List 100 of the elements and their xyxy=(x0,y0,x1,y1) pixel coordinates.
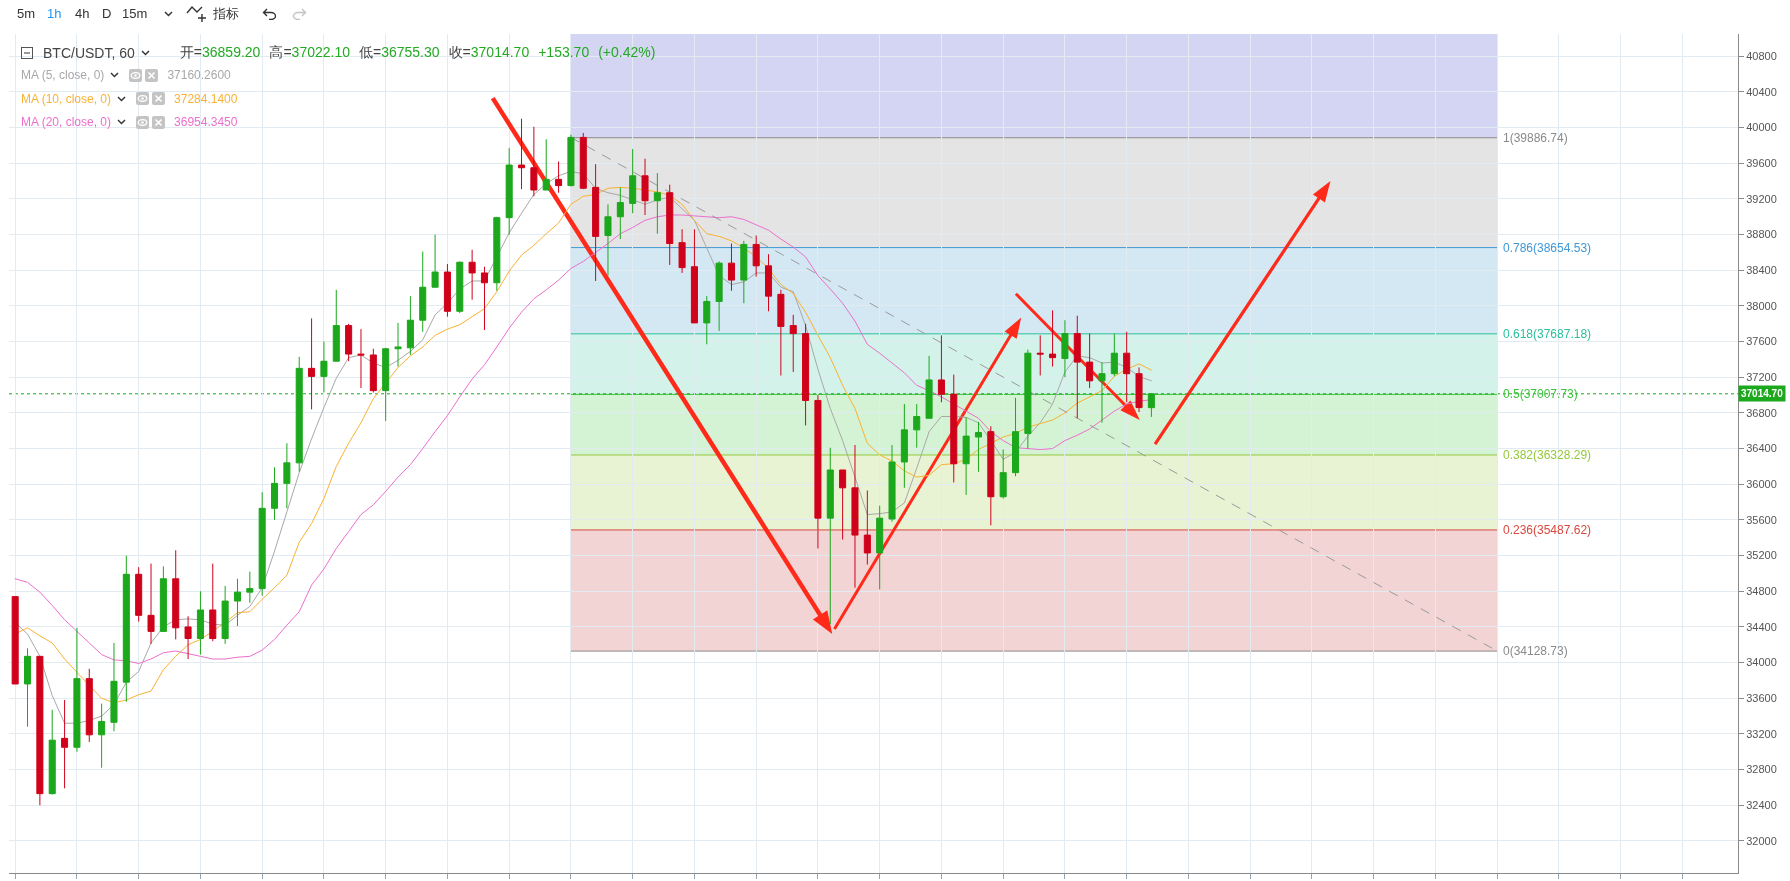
y-tick-label: 35200 xyxy=(1746,549,1777,562)
candlestick xyxy=(555,161,563,194)
candlestick xyxy=(876,505,884,590)
annotation: 37160.2600 xyxy=(167,68,231,82)
candlestick xyxy=(332,289,340,362)
candlestick xyxy=(1061,319,1069,378)
y-tick-label: 38800 xyxy=(1746,228,1777,241)
y-tick-label: 37200 xyxy=(1746,371,1777,384)
text: D xyxy=(102,6,112,22)
candlestick xyxy=(802,323,810,426)
candlestick xyxy=(11,596,19,685)
y-tick-label: 40800 xyxy=(1746,50,1777,63)
candlestick xyxy=(678,228,686,274)
candlestick xyxy=(320,341,328,393)
ref-line-label: 0.5(37007.73) xyxy=(1503,387,1578,401)
candlestick xyxy=(579,132,587,190)
ref-line-label: 0.786(38654.53) xyxy=(1503,241,1592,255)
candlestick xyxy=(258,491,266,597)
candlestick xyxy=(456,260,464,314)
ref-line-label: 0.236(35487.62) xyxy=(1503,523,1592,537)
candlestick xyxy=(209,563,217,642)
candlestick xyxy=(530,126,538,197)
y-tick-label: 36400 xyxy=(1746,442,1777,455)
candlestick xyxy=(85,668,93,743)
candlestick xyxy=(542,138,550,191)
candlestick xyxy=(1086,333,1094,389)
candlestick xyxy=(122,555,130,703)
ref-line-label: 0.382(36328.29) xyxy=(1503,448,1592,462)
annotation: 36954.3450 xyxy=(174,115,238,129)
text: MA (10, close, 0) xyxy=(21,91,112,106)
candlestick xyxy=(777,289,785,376)
y-tick-label: 32400 xyxy=(1746,799,1777,812)
candlestick xyxy=(406,295,414,356)
candlestick xyxy=(826,447,834,625)
candlestick xyxy=(727,243,735,292)
candlestick xyxy=(1110,333,1118,377)
candlestick xyxy=(604,203,612,277)
y-tick-label: 34800 xyxy=(1746,585,1777,598)
y-tick-label: 32800 xyxy=(1746,763,1777,776)
annotation: 37284.1400 xyxy=(174,91,238,106)
y-tick-label: 33600 xyxy=(1746,692,1777,705)
candlestick xyxy=(1012,397,1020,477)
candlestick xyxy=(110,642,118,732)
y-tick-label: 35600 xyxy=(1746,513,1777,526)
candlestick xyxy=(172,549,180,640)
candlestick xyxy=(98,703,106,769)
y-tick-label: 38400 xyxy=(1746,264,1777,277)
candlestick xyxy=(974,421,982,473)
y-tick-label: 40400 xyxy=(1746,85,1777,98)
y-tick-label: 38000 xyxy=(1746,299,1777,312)
text: 15m xyxy=(122,6,148,22)
y-tick-label: 39200 xyxy=(1746,192,1777,205)
candlestick xyxy=(987,425,995,526)
candlestick xyxy=(518,118,526,190)
candlestick xyxy=(752,235,760,278)
candlestick xyxy=(715,260,723,332)
candlestick xyxy=(196,590,204,656)
candlestick xyxy=(789,314,797,373)
candlestick xyxy=(73,627,81,753)
candlestick xyxy=(419,251,427,333)
text: 4h xyxy=(75,6,90,22)
ref-line-label: 37014.70 xyxy=(1741,388,1784,399)
y-tick-label: 34400 xyxy=(1746,620,1777,633)
candlestick xyxy=(629,148,637,214)
candlestick xyxy=(666,184,674,266)
candlestick xyxy=(468,249,476,301)
candlestick xyxy=(690,228,698,324)
candlestick xyxy=(1135,366,1143,413)
candlestick xyxy=(443,263,451,318)
candlestick xyxy=(937,334,945,403)
candlestick xyxy=(1036,334,1044,376)
y-tick-label: 37600 xyxy=(1746,335,1777,348)
y-tick-label: 40000 xyxy=(1746,121,1777,134)
candlestick xyxy=(592,163,600,282)
candlestick xyxy=(357,328,365,389)
candlestick xyxy=(159,565,167,632)
text: 指标 xyxy=(213,6,239,22)
candlestick xyxy=(308,317,316,410)
candlestick xyxy=(221,585,229,645)
y-tick-label: 36000 xyxy=(1746,478,1777,491)
candlestick xyxy=(616,186,624,240)
candlestick xyxy=(913,403,921,449)
candlestick xyxy=(431,234,439,288)
candlestick xyxy=(999,448,1007,500)
candlestick xyxy=(493,216,501,292)
candlestick xyxy=(480,266,488,331)
candlestick xyxy=(900,403,908,489)
candlestick xyxy=(394,322,402,368)
candlestick xyxy=(233,578,241,627)
y-tick-label: 36800 xyxy=(1746,406,1777,419)
candlestick xyxy=(1073,315,1081,419)
candlestick xyxy=(135,566,143,623)
y-tick-label: 34000 xyxy=(1746,656,1777,669)
ref-line-label: 1(39886.74) xyxy=(1503,131,1568,145)
candlestick xyxy=(271,466,279,521)
candlestick xyxy=(1049,309,1057,368)
candlestick xyxy=(888,444,896,523)
candlestick xyxy=(147,563,155,645)
candlestick xyxy=(24,647,32,728)
candlestick xyxy=(345,323,353,362)
